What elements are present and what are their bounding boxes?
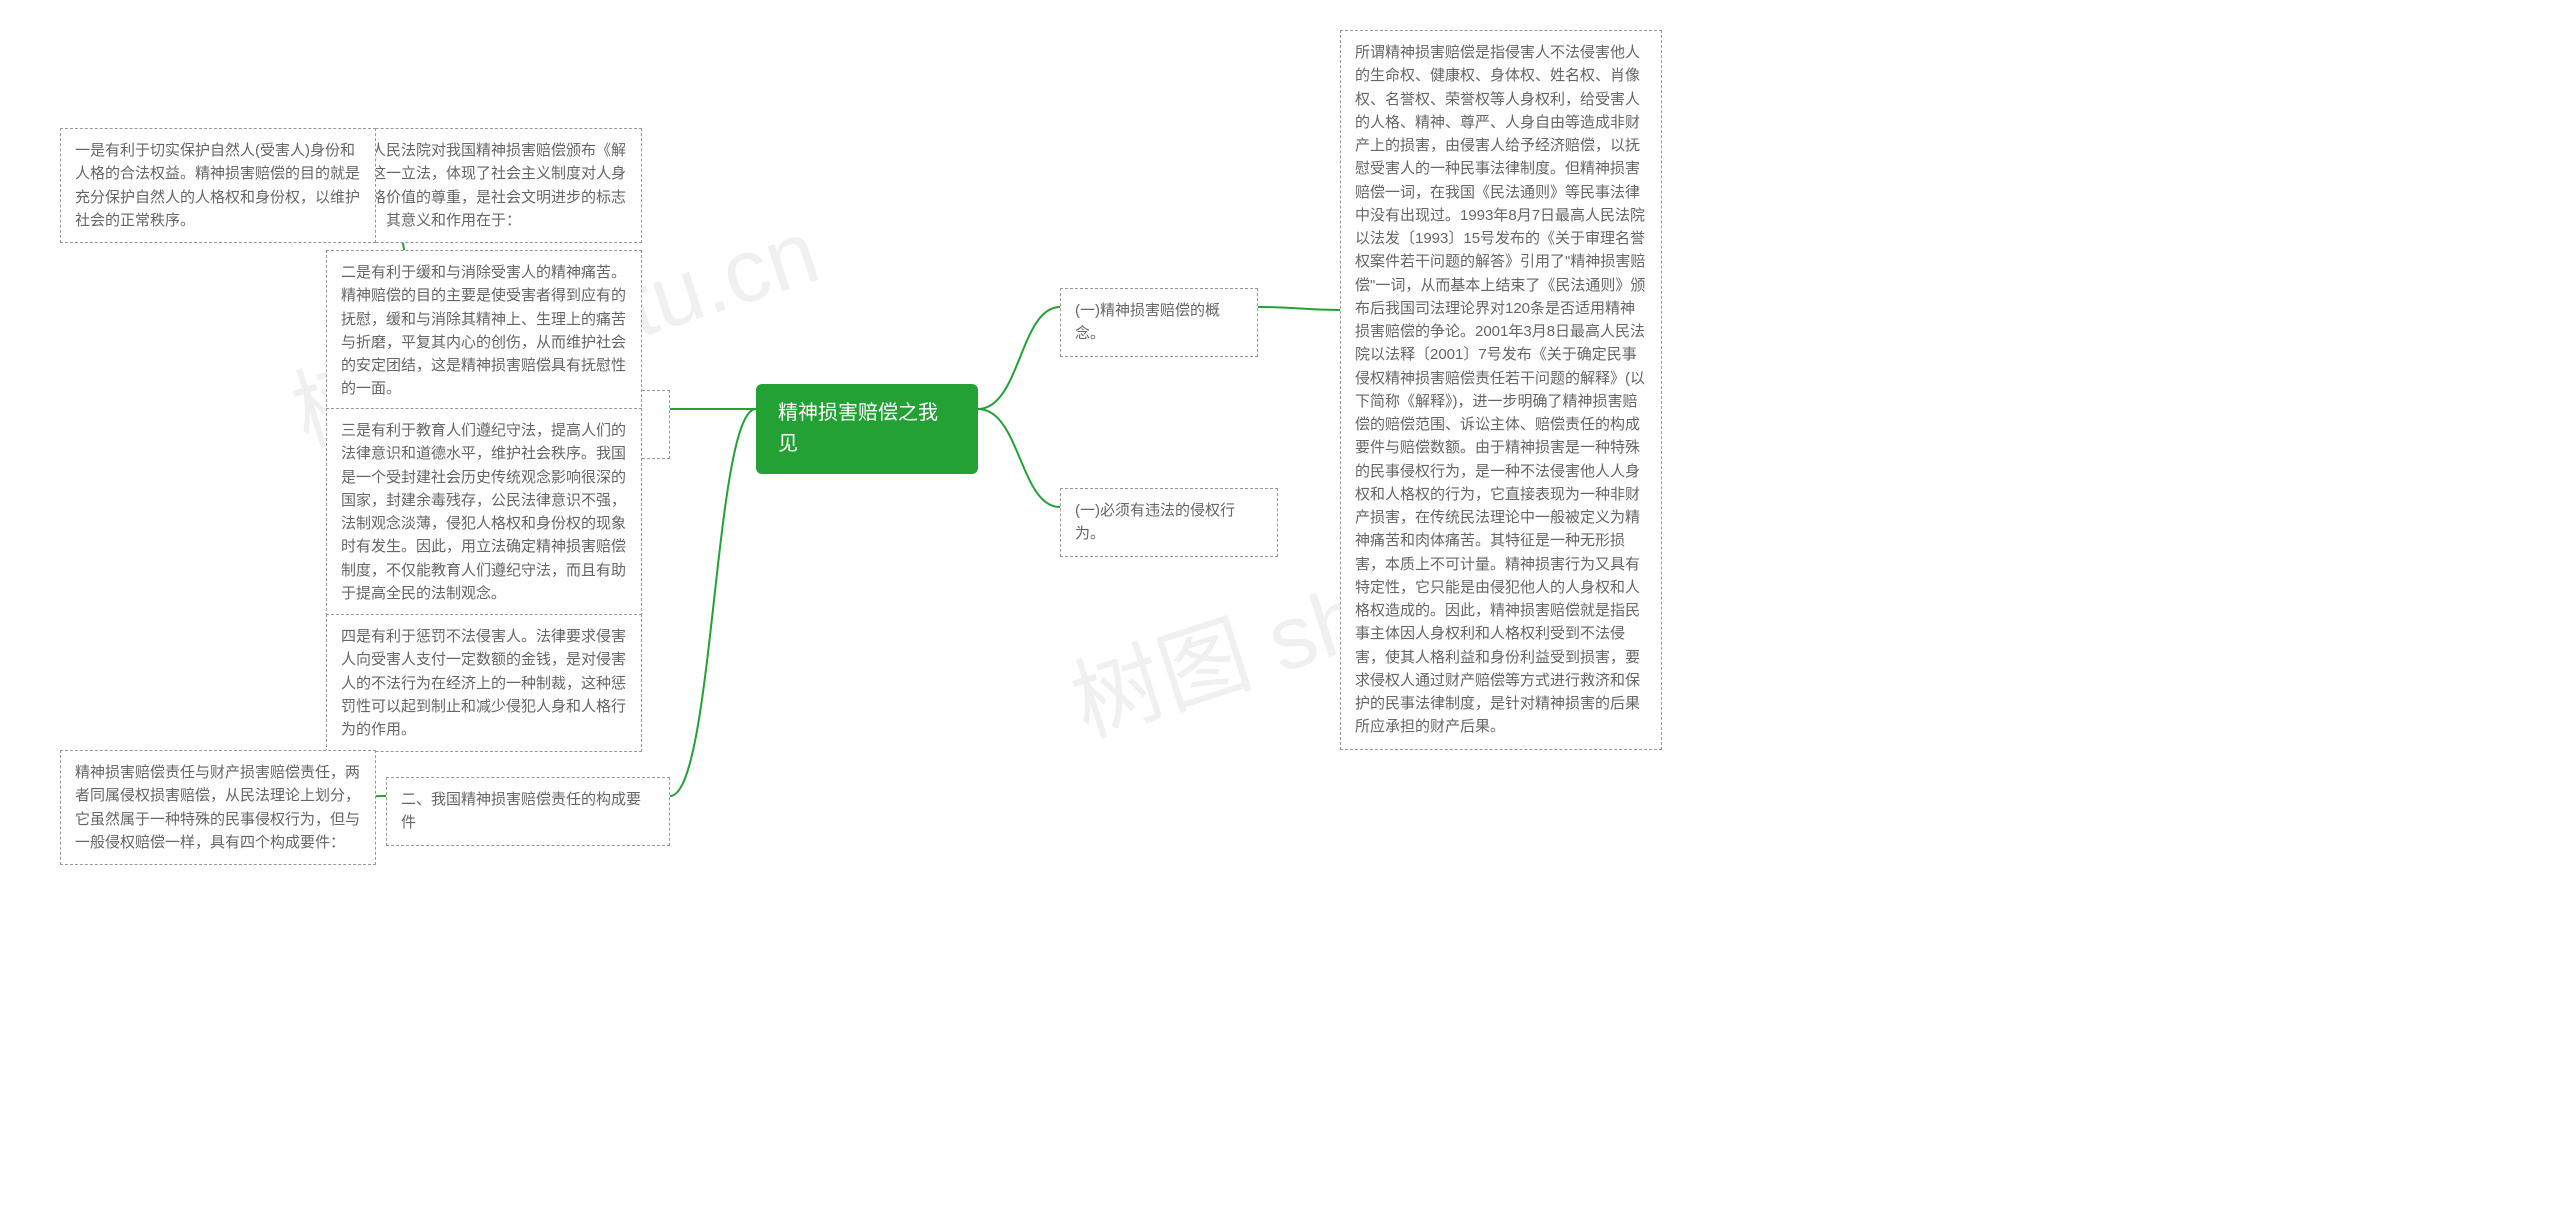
node-concept[interactable]: (一)精神损害赔偿的概念。 [1060, 288, 1258, 357]
root-node[interactable]: 精神损害赔偿之我见 [756, 384, 978, 474]
node-meaning-point3[interactable]: 三是有利于教育人们遵纪守法，提高人们的法律意识和道德水平，维护社会秩序。我国是一… [326, 408, 642, 616]
node-meaning-point4[interactable]: 四是有利于惩罚不法侵害人。法律要求侵害人向受害人支付一定数额的金钱，是对侵害人的… [326, 614, 642, 752]
node-elements-detail[interactable]: 精神损害赔偿责任与财产损害赔偿责任，两者同属侵权损害赔偿，从民法理论上划分，它虽… [60, 750, 376, 865]
node-elements[interactable]: 二、我国精神损害赔偿责任的构成要件 [386, 777, 670, 846]
node-concept-detail[interactable]: 所谓精神损害赔偿是指侵害人不法侵害他人的生命权、健康权、身体权、姓名权、肖像权、… [1340, 30, 1662, 750]
node-illegal-act[interactable]: (一)必须有违法的侵权行为。 [1060, 488, 1278, 557]
node-meaning-point2[interactable]: 二是有利于缓和与消除受害人的精神痛苦。精神赔偿的目的主要是使受害者得到应有的抚慰… [326, 250, 642, 412]
node-meaning-point1[interactable]: 一是有利于切实保护自然人(受害人)身份和人格的合法权益。精神损害赔偿的目的就是充… [60, 128, 376, 243]
